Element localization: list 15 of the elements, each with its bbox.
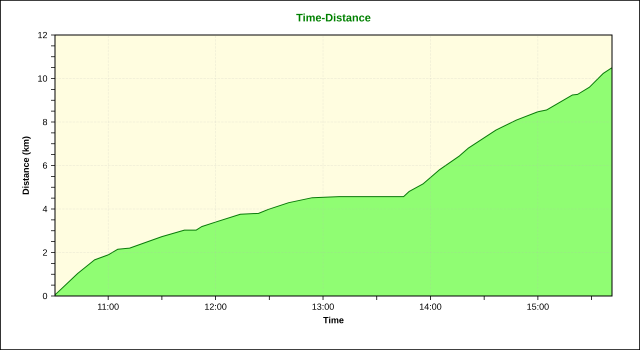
y-tick-label: 12: [38, 32, 48, 38]
x-axis-title: Time: [323, 316, 344, 324]
x-tick-label: 12:00: [205, 304, 226, 310]
y-axis-title: Distance (km): [22, 136, 31, 194]
chart-title: Time-Distance: [296, 13, 370, 22]
x-tick-label: 14:00: [420, 304, 442, 310]
y-tick-label: 6: [42, 162, 48, 169]
y-tick-label: 10: [38, 75, 48, 82]
x-tick-label: 11:00: [98, 304, 119, 310]
x-tick-label: 15:00: [527, 304, 549, 310]
y-tick-label: 8: [42, 118, 48, 126]
x-tick-label: 13:00: [312, 304, 334, 310]
y-tick-label: 0: [42, 292, 48, 300]
y-tick-label: 2: [42, 249, 48, 256]
y-tick-label: 4: [42, 206, 48, 212]
